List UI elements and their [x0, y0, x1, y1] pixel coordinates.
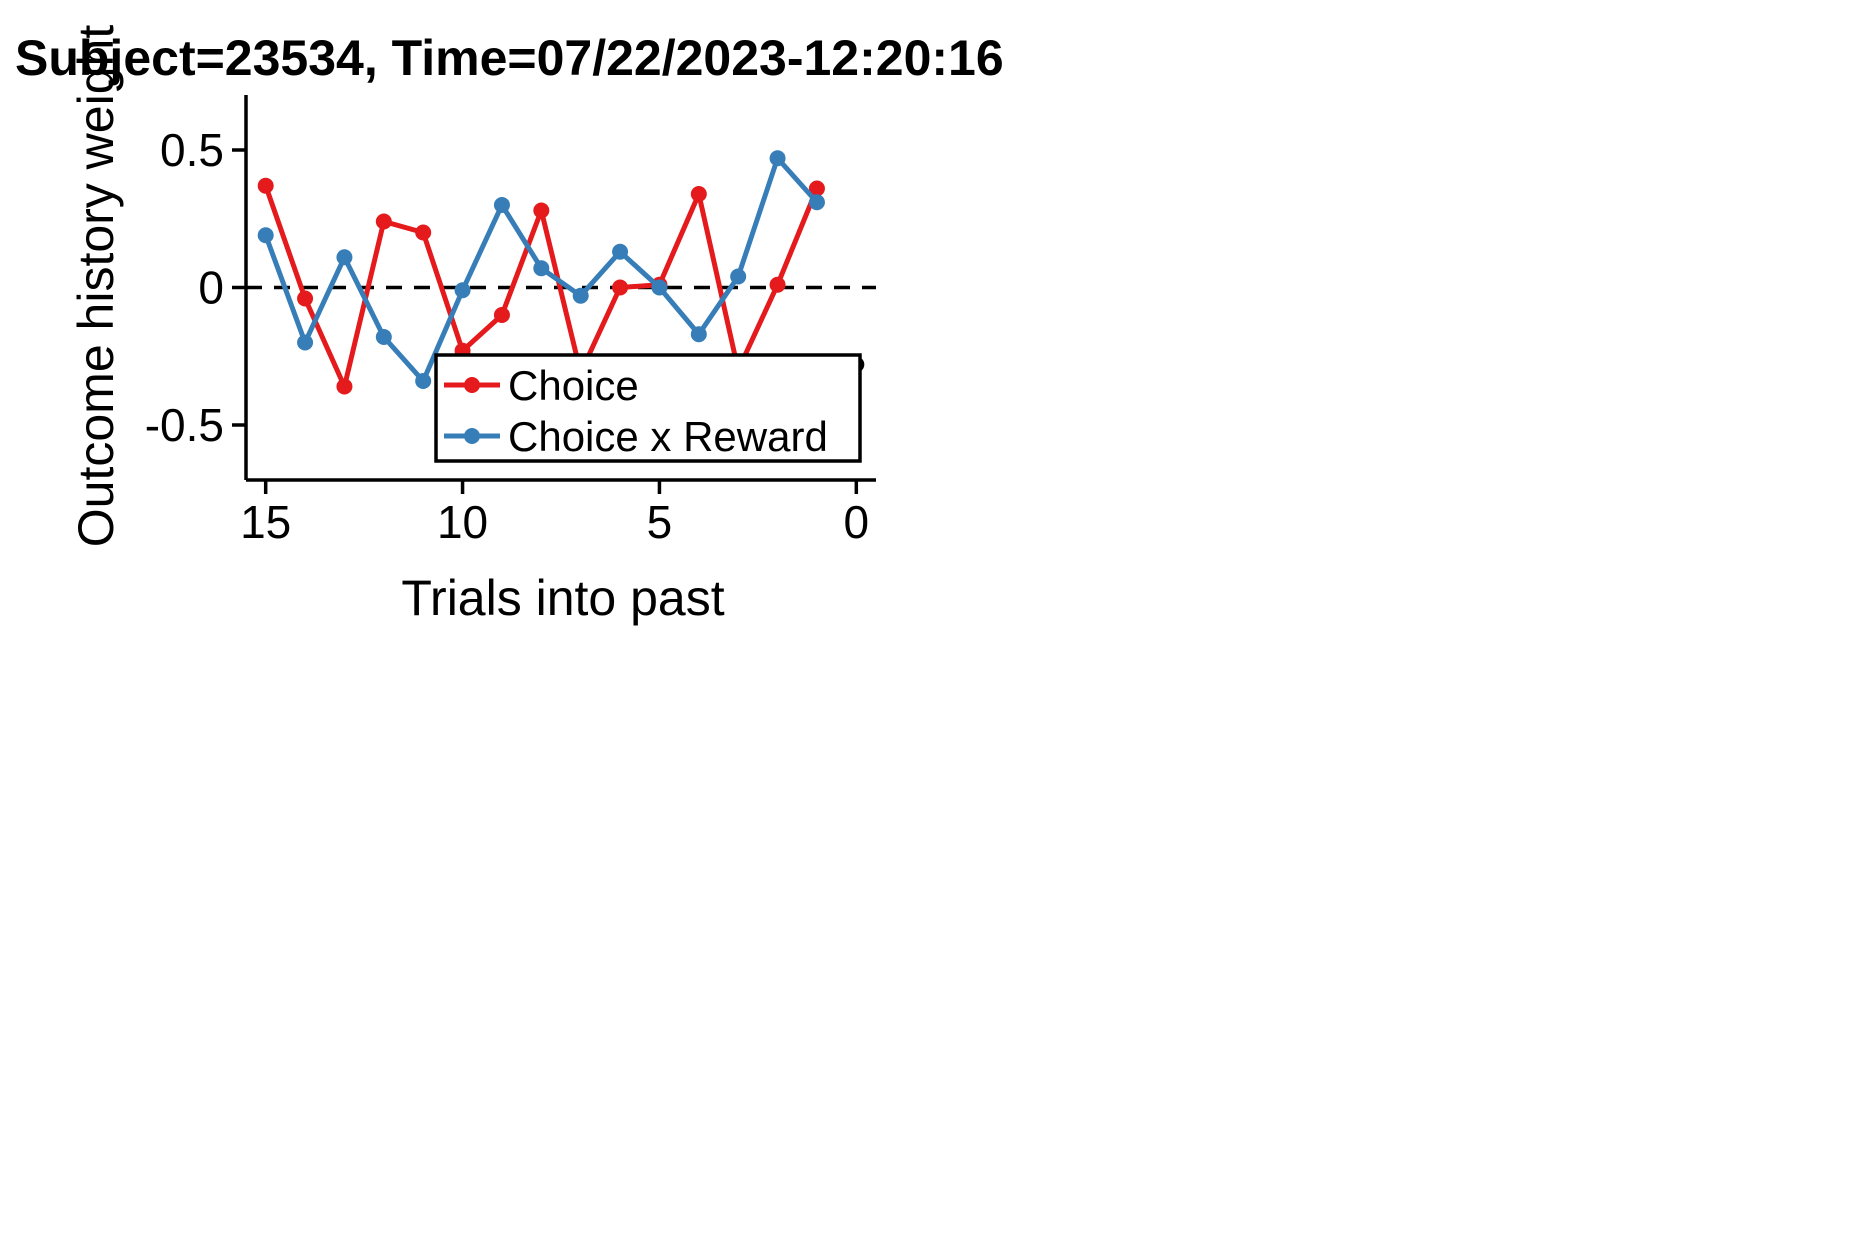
- data-point-choice-x-reward: [730, 268, 747, 285]
- y-tick-label: 0: [198, 262, 224, 314]
- data-point-choice: [533, 202, 550, 219]
- legend-marker-choice: [464, 377, 480, 393]
- legend-box: [434, 353, 862, 463]
- data-point-choice: [297, 290, 314, 307]
- data-point-choice-x-reward: [769, 150, 786, 167]
- data-point-choice-x-reward: [415, 373, 432, 389]
- data-point-choice-x-reward: [454, 282, 471, 299]
- data-point-choice: [690, 186, 707, 202]
- data-point-choice: [769, 276, 786, 293]
- data-point-choice-x-reward: [297, 334, 314, 351]
- data-point-choice-x-reward: [375, 329, 392, 345]
- data-point-choice: [612, 279, 629, 296]
- data-point-choice-x-reward: [612, 243, 629, 260]
- chart-title: Subject=23534, Time=07/22/2023-12:20:16: [15, 30, 1004, 86]
- legend-label-choice-x-reward: Choice x Reward: [508, 413, 828, 460]
- x-tick-label: 15: [240, 496, 291, 548]
- data-point-choice-x-reward: [808, 194, 825, 211]
- y-tick-label: 0.5: [160, 124, 224, 176]
- plot-area: 0.5 0 -0.5 15 10 5 0: [145, 95, 876, 548]
- data-point-choice-x-reward: [651, 279, 668, 296]
- data-point-choice: [808, 180, 825, 197]
- y-axis-label: Outcome history weight: [68, 25, 124, 548]
- data-point-choice: [375, 213, 392, 230]
- x-tick-label: 5: [647, 496, 673, 548]
- legend-label-choice: Choice: [508, 362, 639, 409]
- legend-marker-choice-x-reward: [464, 428, 480, 444]
- x-tick-label: 10: [437, 496, 488, 548]
- x-axis-label: Trials into past: [401, 570, 724, 626]
- data-point-choice-x-reward: [257, 227, 274, 244]
- data-point-choice-x-reward: [533, 260, 550, 277]
- data-point-choice: [415, 224, 432, 241]
- data-point-choice-x-reward: [493, 197, 510, 213]
- y-tick-label: -0.5: [145, 399, 224, 451]
- data-point-choice-x-reward: [690, 326, 707, 343]
- data-point-choice: [257, 177, 274, 194]
- data-point-choice: [493, 307, 510, 323]
- data-point-choice-x-reward: [572, 287, 589, 304]
- data-point-choice: [336, 378, 353, 395]
- data-point-choice-x-reward: [336, 249, 353, 266]
- x-tick-label: 0: [844, 496, 870, 548]
